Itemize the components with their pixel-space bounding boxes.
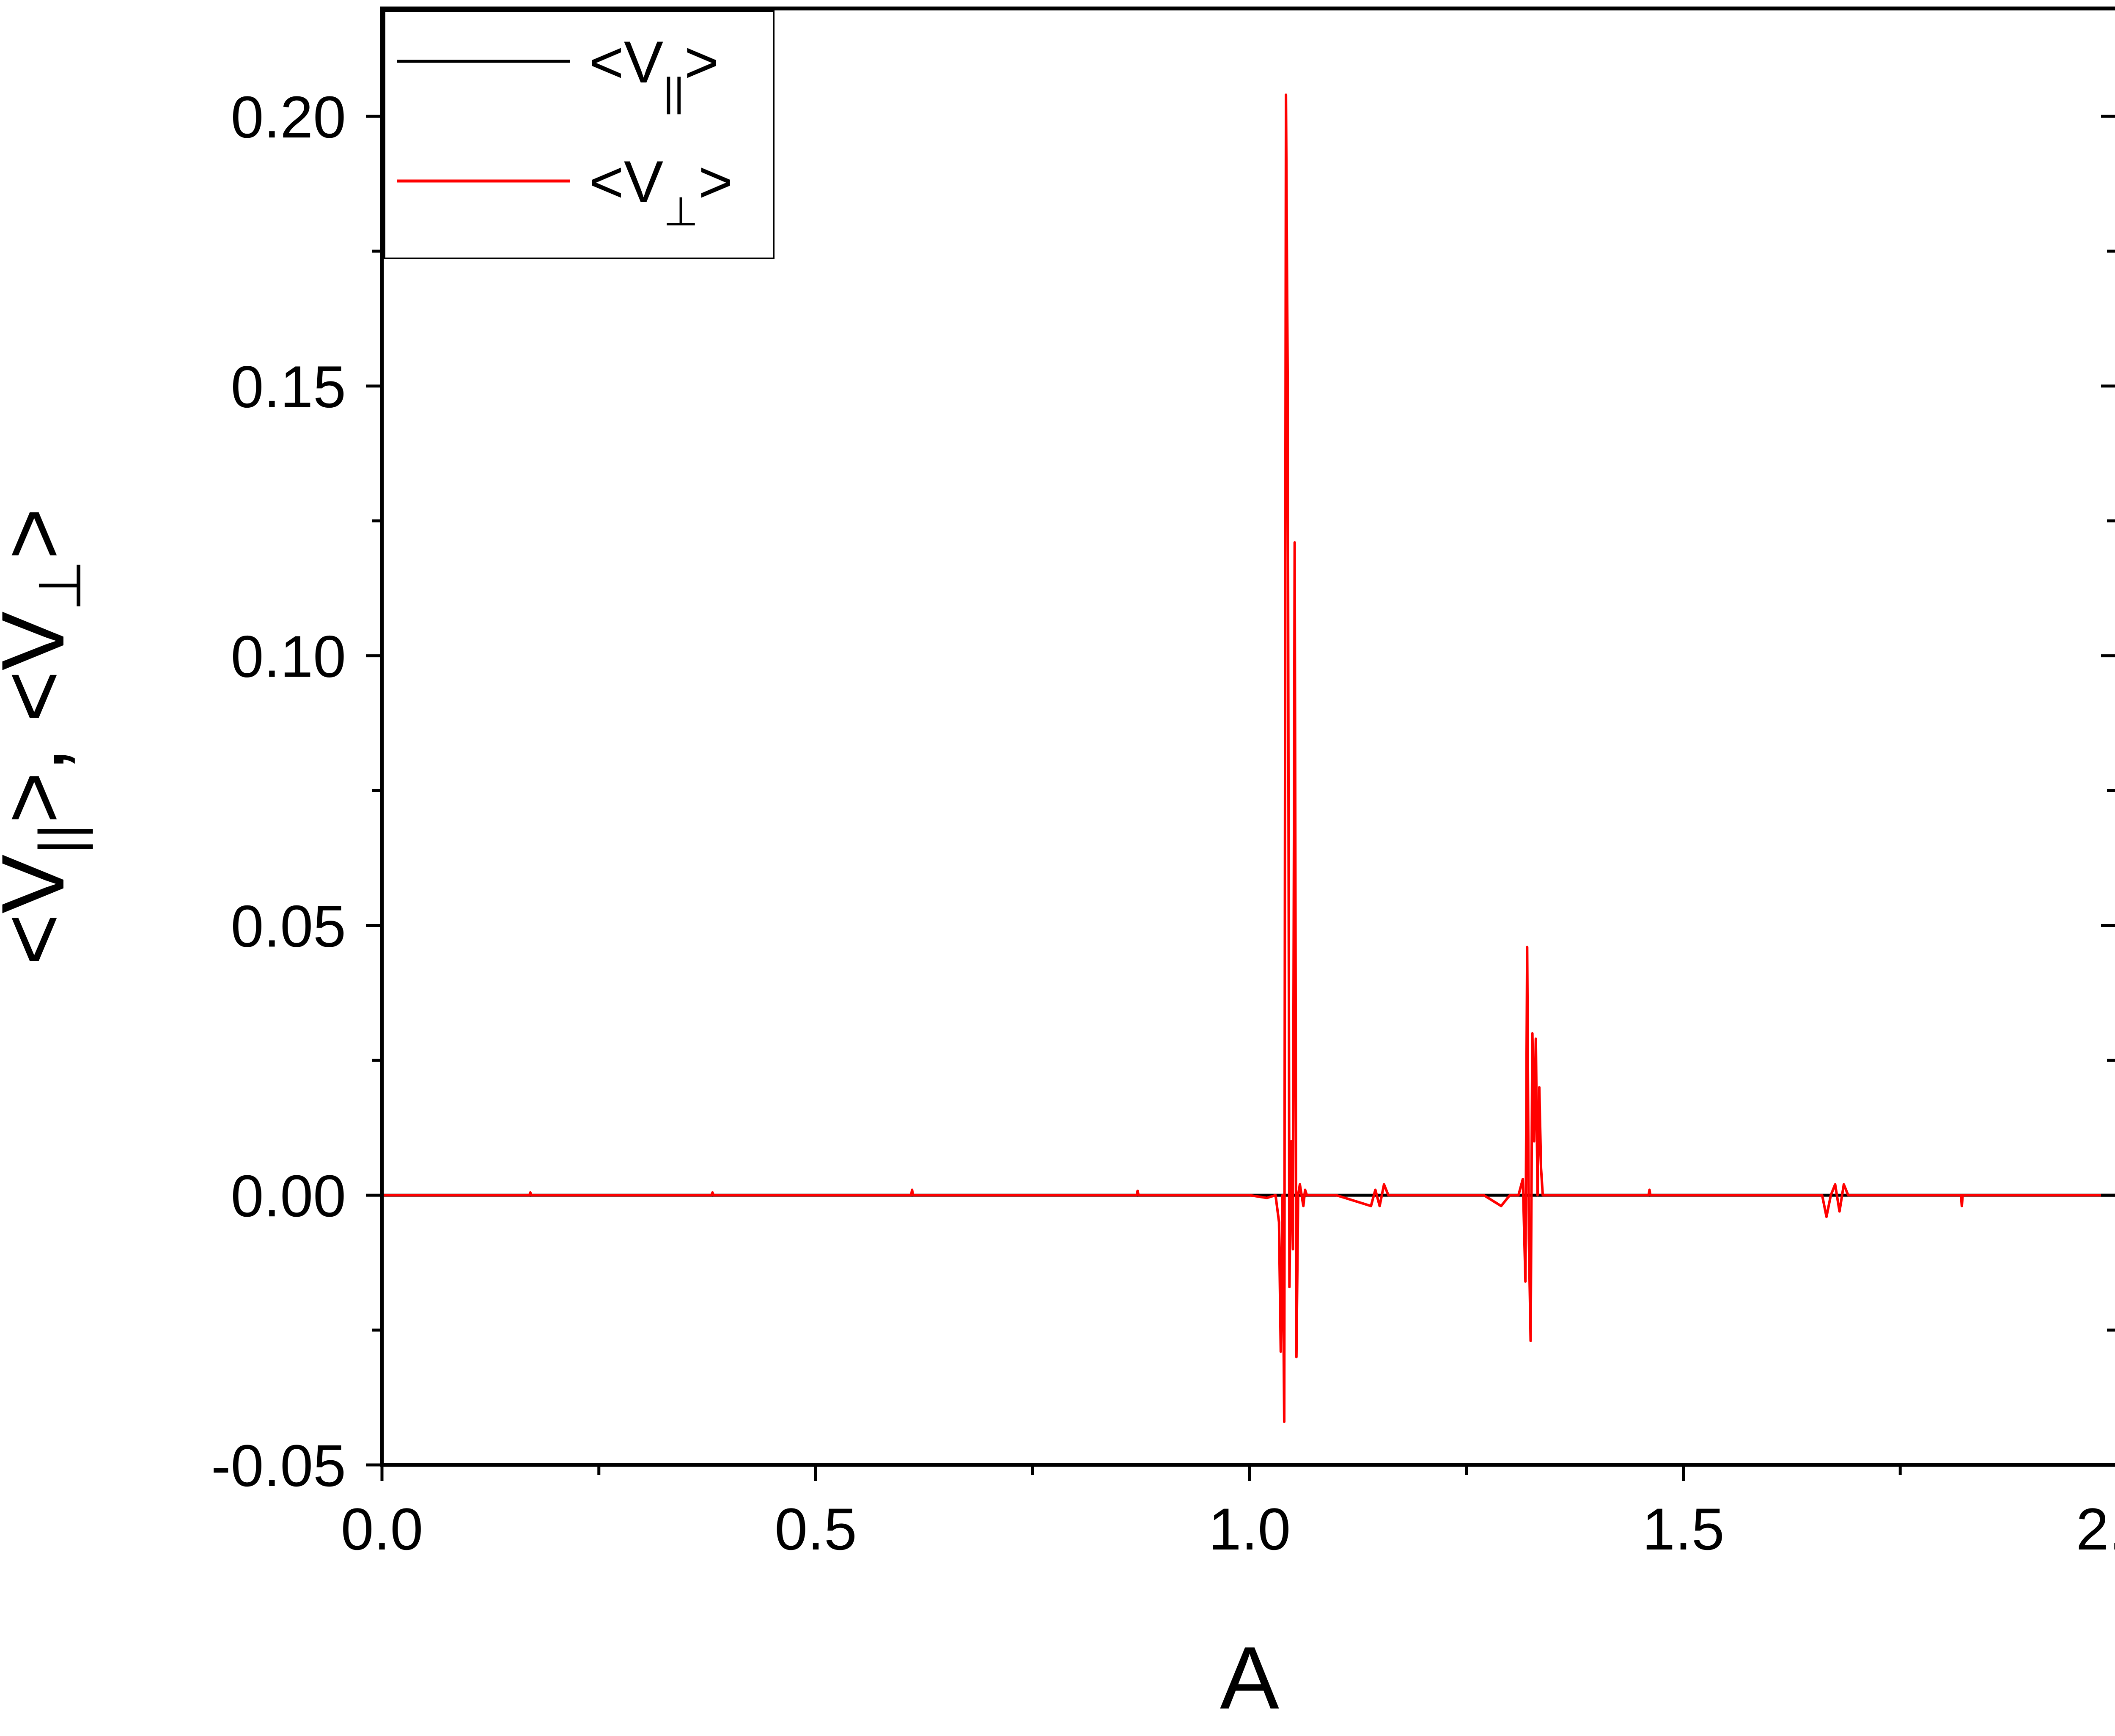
- legend-label-end: >: [698, 148, 733, 215]
- legend-label-main: <V: [589, 148, 663, 215]
- y-tick-label: 0.10: [231, 623, 346, 690]
- y-tick-label: -0.05: [211, 1432, 346, 1499]
- y-tick-label: 0.20: [231, 84, 346, 150]
- legend-label-sub: ⊥: [663, 189, 698, 234]
- legend-label-0: <V||>: [589, 29, 719, 115]
- y-axis-title: <V||>, <V⊥>: [0, 508, 93, 965]
- x-tick-label: 1.5: [1642, 1496, 1725, 1562]
- legend-label-sub: ||: [663, 70, 684, 115]
- y-tick-label: 0.15: [231, 354, 346, 420]
- x-tick-label: 2.0: [2076, 1496, 2115, 1562]
- legend-label-end: >: [684, 29, 719, 95]
- x-axis-title: A: [1220, 1628, 1279, 1728]
- y-axis-title-v-perp-close: >: [0, 508, 82, 560]
- x-tick-label: 1.0: [1209, 1496, 1291, 1562]
- series-line-v-perp: [382, 93, 2115, 1423]
- x-tick-label: 0.0: [341, 1496, 423, 1562]
- legend-label-main: <V: [589, 29, 663, 95]
- tick-layer: 0.0 0.5 1.0 1.5 2.0 -0.05 0.00 0.05 0.10 0.15 0.20: [211, 84, 2115, 1562]
- legend-items: <V||><V⊥>: [397, 29, 733, 234]
- legend: <V||><V⊥>: [384, 10, 775, 259]
- y-tick-label: 0.05: [231, 893, 346, 959]
- y-axis-title-v-par-close: >, <V: [0, 612, 82, 824]
- legend-box: [384, 10, 775, 259]
- y-axis-title-v-par-open: <V: [0, 854, 82, 965]
- y-axis-title-par-sub: ||: [27, 824, 93, 855]
- x-tick-label: 0.5: [775, 1496, 857, 1562]
- y-axis-title-perp-sub: ⊥: [27, 560, 93, 612]
- y-tick-label: 0.00: [231, 1163, 346, 1229]
- legend-label-1: <V⊥>: [589, 148, 733, 234]
- series-layer: [382, 93, 2115, 1423]
